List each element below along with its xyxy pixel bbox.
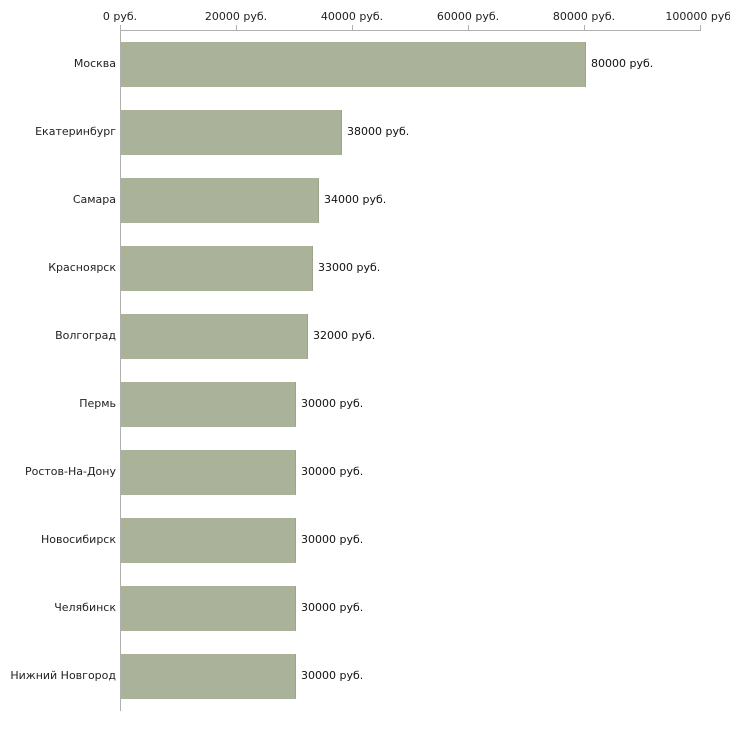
- bar: [121, 313, 308, 359]
- x-tick-mark: [700, 25, 701, 30]
- value-label: 30000 руб.: [301, 533, 364, 546]
- x-tick-mark: [120, 25, 121, 30]
- bar: [121, 653, 296, 699]
- bar: [121, 381, 296, 427]
- category-label: Екатеринбург: [35, 125, 116, 138]
- y-axis-line: [120, 30, 121, 711]
- category-label: Волгоград: [55, 329, 116, 342]
- category-label: Красноярск: [48, 261, 116, 274]
- value-label: 30000 руб.: [301, 397, 364, 410]
- x-tick-label: 80000 руб.: [552, 10, 616, 23]
- value-label: 34000 руб.: [324, 193, 387, 206]
- bar: [121, 177, 319, 223]
- bar: [121, 245, 313, 291]
- category-label: Пермь: [79, 397, 116, 410]
- x-tick-mark: [468, 25, 469, 30]
- x-tick-label: 100000 руб.: [665, 10, 730, 23]
- bar: [121, 449, 296, 495]
- value-label: 30000 руб.: [301, 669, 364, 682]
- value-label: 38000 руб.: [347, 125, 410, 138]
- category-label: Нижний Новгород: [10, 669, 116, 682]
- x-tick-mark: [236, 25, 237, 30]
- bar: [121, 585, 296, 631]
- value-label: 30000 руб.: [301, 601, 364, 614]
- value-label: 80000 руб.: [591, 57, 654, 70]
- x-tick-label: 0 руб.: [102, 10, 138, 23]
- x-tick-label: 20000 руб.: [204, 10, 268, 23]
- x-tick-mark: [584, 25, 585, 30]
- value-label: 30000 руб.: [301, 465, 364, 478]
- category-label: Самара: [72, 193, 116, 206]
- x-tick-mark: [352, 25, 353, 30]
- x-axis-line: [120, 30, 701, 31]
- x-tick-label: 60000 руб.: [436, 10, 500, 23]
- category-label: Москва: [73, 57, 116, 70]
- value-label: 32000 руб.: [313, 329, 376, 342]
- bar: [121, 41, 586, 87]
- bar: [121, 517, 296, 563]
- bar: [121, 109, 342, 155]
- value-label: 33000 руб.: [318, 261, 381, 274]
- category-label: Новосибирск: [40, 533, 116, 546]
- category-label: Ростов-На-Дону: [24, 465, 116, 478]
- category-label: Челябинск: [54, 601, 116, 614]
- x-tick-label: 40000 руб.: [320, 10, 384, 23]
